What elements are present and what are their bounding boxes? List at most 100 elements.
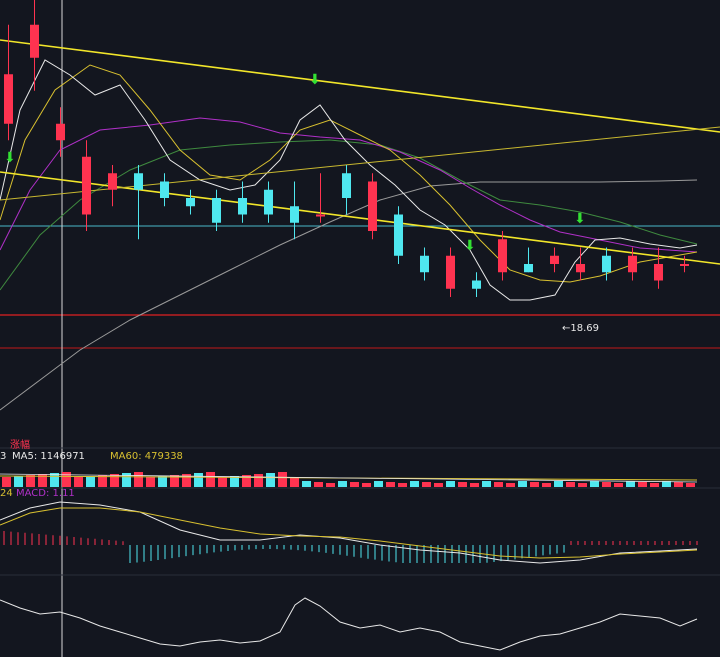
candle-body [56,123,65,141]
volume-bar [398,483,407,487]
macd-left-fragment: 24 [0,488,13,499]
volume-bar [74,477,83,487]
volume-bar [374,481,383,487]
volume-bar [662,481,671,487]
volume-bar [518,481,527,487]
volume-bar [578,483,587,487]
buy-arrow-icon: ⬇ [464,238,476,254]
macd-dif-line [0,501,698,564]
volume-bar [326,483,335,487]
volume-bar [674,482,683,487]
volume-bar [350,482,359,487]
candle-body [576,264,585,273]
volume-bar [194,473,203,487]
volume-bar [14,476,23,487]
volume-bar [206,472,215,487]
volume-bar [230,476,239,487]
volume-bar [410,481,419,487]
candle-body [524,264,533,273]
volume-bar [650,483,659,487]
candle-body [264,189,273,215]
volume-bar [362,483,371,487]
volume-ma60-label: MA60: 479338 [110,451,183,462]
volume-bar [338,481,347,487]
volume-bar [626,481,635,487]
ma-white [0,59,698,301]
volume-bar [434,483,443,487]
volume-bar [506,483,515,487]
volume-bar [2,477,11,487]
volume-bar [530,482,539,487]
volume-bar [602,482,611,487]
ma-long-gray [0,179,698,411]
trend-line-upper [0,39,720,133]
candle-body [30,24,39,58]
volume-bar [542,483,551,487]
candle-body [446,255,455,289]
volume-bar [278,472,287,487]
volume-bars [2,472,695,487]
candle-body [550,255,559,264]
moving-average-lines [0,59,698,411]
volume-bar [614,483,623,487]
candle-body [212,198,221,223]
macd-panel: 24 MACD: 1.11 [0,488,698,564]
candle-body [186,198,195,207]
candle-body [160,181,169,198]
volume-bar [554,481,563,487]
volume-panel: 涨幅 3 MA5: 1146971 MA60: 479338 [0,438,698,487]
buy-arrow-icon: ⬇ [574,211,586,227]
volume-bar [26,475,35,487]
volume-bar [218,477,227,487]
ma-yellow [0,64,698,283]
volume-bar [386,482,395,487]
volume-bar [470,483,479,487]
ma-purple [0,117,698,253]
candle-body [290,206,299,223]
candle-body [368,181,377,231]
macd-dea-line [0,507,698,559]
candle-body [316,214,325,217]
volume-bar [146,477,155,487]
volume-bar [314,482,323,487]
volume-bar [62,472,71,487]
volume-bar [446,481,455,487]
candle-body [654,264,663,281]
volume-bar [158,476,167,487]
volume-ma-line-white [0,473,698,483]
candle-body [394,214,403,256]
volume-bar [86,476,95,487]
volume-bar [422,482,431,487]
volume-bar [590,481,599,487]
volume-bar [38,474,47,487]
candle-body [82,156,91,215]
volume-bar [494,482,503,487]
candle-body [680,264,689,266]
volume-bar [458,482,467,487]
volume-bar [638,482,647,487]
trend-line-fan [0,126,720,201]
candle-body [602,255,611,273]
candle-body [134,173,143,190]
volume-bar [686,483,695,487]
volume-bar [98,475,107,487]
signal-arrows: ⬇ ⬇ ⬇ ⬇ [4,72,586,254]
trend-lines [0,39,720,265]
buy-arrow-icon: ⬇ [309,72,321,88]
candle-body [472,280,481,289]
oscillator-panel [0,597,698,651]
volume-left-fragment: 3 [0,451,6,462]
candle-body [420,255,429,273]
volume-bar [302,481,311,487]
candle-body [238,198,247,215]
volume-bar [134,472,143,487]
volume-bar [290,477,299,487]
low-price-annotation: ←18.69 [562,323,599,334]
volume-bar [170,475,179,487]
volume-bar [182,474,191,487]
volume-bar [242,475,251,487]
candle-body [498,239,507,273]
candle-body [108,173,117,190]
